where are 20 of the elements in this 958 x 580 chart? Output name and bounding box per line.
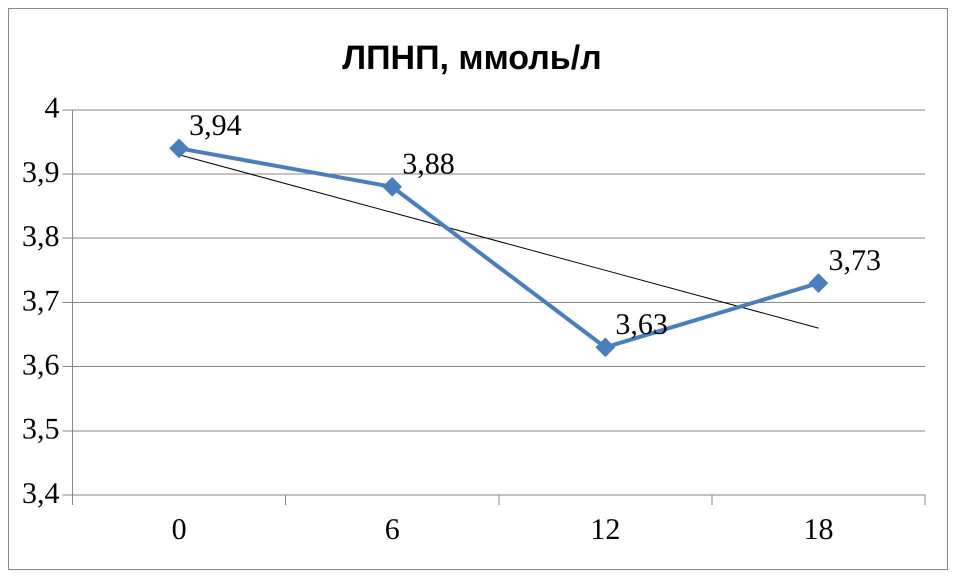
point [596,338,614,356]
y-tick-label: 3,8 [22,220,60,254]
y-tick-label: 3,6 [22,348,60,382]
x-tick-label: 12 [590,512,620,546]
data-label: 3,94 [189,109,242,142]
data-label: 3,63 [615,308,668,342]
y-tick-label: 3,4 [22,476,60,510]
data-label: 3,88 [402,148,455,181]
y-tick-label: 4 [44,92,60,125]
y-tick-label: 3,9 [22,156,60,189]
x-tick-label: 0 [172,512,187,546]
point [809,274,828,292]
point [383,178,402,196]
data-label: 3,73 [828,244,881,278]
x-tick-label: 18 [803,512,834,546]
x-tick-label: 6 [384,512,400,546]
point [170,139,188,158]
y-tick-label: 3,7 [22,284,60,318]
y-tick-label: 3,5 [22,412,60,446]
chart-title: ЛПНП, ммоль/л [342,38,602,77]
